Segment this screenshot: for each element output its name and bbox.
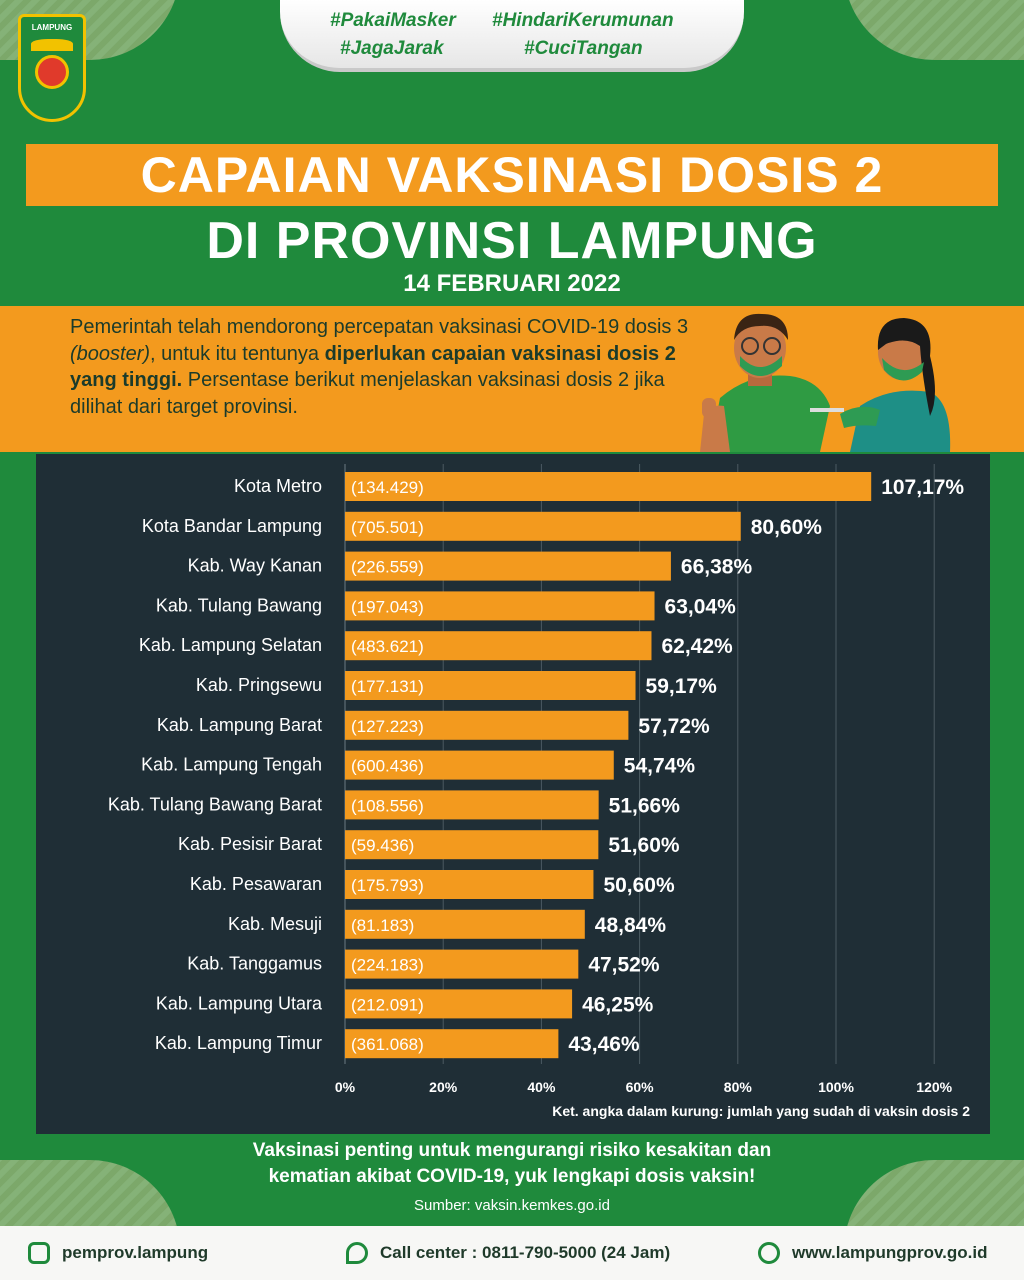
logo-text: LAMPUNG (31, 23, 73, 32)
bar-inner-label: (224.183) (351, 956, 424, 975)
category-label: Kab. Tanggamus (187, 954, 322, 974)
bar-inner-label: (483.621) (351, 637, 424, 656)
bar (345, 870, 594, 899)
bar (345, 631, 652, 661)
lampung-logo: LAMPUNG (18, 14, 86, 122)
globe-icon (758, 1242, 780, 1264)
bar-inner-label: (108.556) (351, 796, 424, 815)
value-label: 47,52% (588, 954, 660, 977)
bar (345, 671, 636, 700)
hashtag-hindari-kerumunan: #HindariKerumunan (492, 10, 674, 31)
x-tick-label: 120% (916, 1079, 952, 1095)
bar-inner-label: (59.436) (351, 836, 414, 855)
value-label: 57,72% (638, 715, 710, 738)
category-label: Kab. Lampung Timur (155, 1033, 322, 1053)
value-label: 107,17% (881, 476, 964, 499)
bar (345, 591, 655, 621)
bar-inner-label: (81.183) (351, 916, 414, 935)
bar (345, 551, 671, 581)
instagram-icon (28, 1242, 50, 1264)
website-link[interactable]: www.lampungprov.go.id (758, 1242, 988, 1264)
category-label: Kota Metro (234, 476, 322, 496)
contact-bar (0, 1226, 1024, 1280)
bar (345, 989, 573, 1019)
category-label: Kab. Pesisir Barat (178, 834, 322, 854)
report-date: 14 FEBRUARI 2022 (403, 270, 621, 297)
bar (345, 949, 579, 979)
value-label: 66,38% (681, 556, 753, 579)
hashtag-pakai-masker: #PakaiMasker (330, 10, 456, 31)
category-label: Kota Bandar Lampung (142, 516, 322, 536)
vaccination-illustration (690, 306, 980, 452)
bar-inner-label: (197.043) (351, 597, 424, 616)
category-label: Kab. Lampung Selatan (139, 635, 322, 655)
category-label: Kab. Pringsewu (196, 675, 322, 695)
value-label: 80,60% (751, 516, 823, 539)
x-tick-label: 100% (818, 1079, 854, 1095)
chart-panel: 0% 20% 40% 60% 80% 100% 120% Kota Metro (134.429… (36, 454, 990, 1134)
category-label: Kab. Lampung Utara (156, 993, 323, 1013)
value-label: 46,25% (582, 993, 654, 1016)
x-tick-label: 40% (527, 1079, 556, 1095)
instagram-handle: pemprov.lampung (62, 1243, 209, 1262)
bar (345, 790, 599, 820)
bar (345, 710, 629, 740)
value-label: 51,60% (608, 834, 680, 857)
intro-text: Pemerintah telah mendorong percepatan va… (70, 316, 689, 418)
bar-inner-label: (226.559) (351, 558, 424, 577)
category-label: Kab. Lampung Barat (157, 715, 322, 735)
website-url: www.lampungprov.go.id (792, 1243, 988, 1262)
page-title: CAPAIAN VAKSINASI DOSIS 2 (140, 147, 884, 203)
category-label: Kab. Tulang Bawang Barat (108, 794, 322, 814)
value-label: 54,74% (624, 755, 696, 778)
bar (345, 1029, 559, 1059)
category-label: Kab. Mesuji (228, 914, 322, 934)
bar (345, 750, 614, 780)
category-label: Kab. Way Kanan (188, 556, 322, 576)
instagram-contact[interactable]: pemprov.lampung (28, 1242, 208, 1264)
bar-inner-label: (361.068) (351, 1035, 424, 1054)
hashtag-cuci-tangan: #CuciTangan (524, 38, 643, 59)
logo-emblem-icon (35, 55, 69, 89)
nurse-illustration (810, 318, 951, 452)
bar-inner-label: (600.436) (351, 757, 424, 776)
bar-inner-label: (705.501) (351, 518, 424, 537)
value-label: 51,66% (609, 794, 681, 817)
bar (345, 472, 872, 501)
bar-inner-label: (175.793) (351, 876, 424, 895)
value-label: 43,46% (568, 1033, 640, 1056)
vaccination-bar-chart: 0% 20% 40% 60% 80% 100% 120% Kota Metro (134.429… (108, 464, 970, 1119)
phone-icon (346, 1242, 368, 1264)
x-tick-label: 80% (724, 1079, 753, 1095)
bar (345, 830, 599, 860)
footer-message: Vaksinasi penting untuk mengurangi risik… (252, 1140, 772, 1187)
hashtag-jaga-jarak: #JagaJarak (340, 38, 444, 59)
category-label: Kab. Lampung Tengah (141, 755, 322, 775)
intro-background (0, 306, 1024, 452)
value-label: 63,04% (665, 595, 737, 618)
value-label: 48,84% (595, 914, 667, 937)
page-subtitle: DI PROVINSI LAMPUNG (206, 212, 818, 270)
call-center-number: Call center : 0811-790-5000 (24 Jam) (380, 1243, 671, 1262)
x-tick-label: 0% (335, 1079, 356, 1095)
value-label: 62,42% (661, 635, 733, 658)
value-label: 59,17% (646, 675, 718, 698)
bar-inner-label: (127.223) (351, 717, 424, 736)
hashtag-banner (280, 0, 744, 72)
chart-note: Ket. angka dalam kurung: jumlah yang sud… (552, 1103, 970, 1119)
bar-inner-label: (177.131) (351, 677, 424, 696)
x-tick-label: 60% (626, 1079, 655, 1095)
data-source: Sumber: vaksin.kemkes.go.id (414, 1197, 610, 1214)
bar-inner-label: (134.429) (351, 478, 424, 497)
call-center-contact[interactable]: Call center : 0811-790-5000 (24 Jam) (346, 1242, 670, 1264)
category-label: Kab. Tulang Bawang (156, 595, 322, 615)
value-label: 50,60% (603, 874, 675, 897)
bar (345, 511, 741, 541)
bar (345, 909, 585, 939)
x-tick-label: 20% (429, 1079, 458, 1095)
category-label: Kab. Pesawaran (190, 874, 322, 894)
patient-illustration (700, 313, 830, 452)
bar-inner-label: (212.091) (351, 995, 424, 1014)
title-highlight (26, 144, 998, 206)
